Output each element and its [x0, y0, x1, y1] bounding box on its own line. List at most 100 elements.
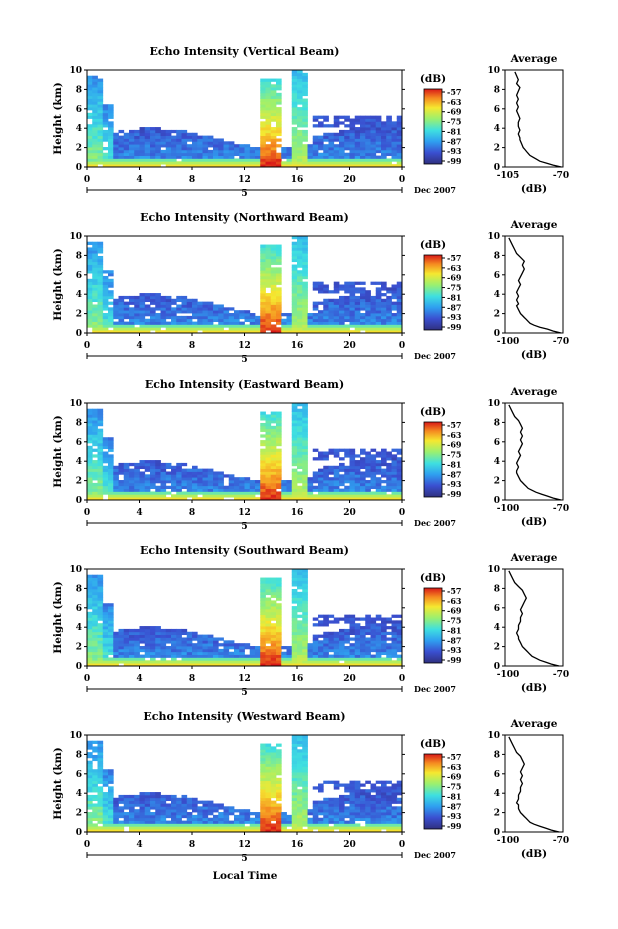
heatmap-cell: [186, 648, 193, 653]
heatmap-cell: [370, 315, 377, 320]
heatmap-cell: [270, 247, 277, 251]
heatmap-cell: [234, 485, 240, 489]
heatmap-cell: [270, 420, 277, 424]
heatmap-cell: [165, 129, 172, 134]
heatmap-cell: [260, 774, 266, 779]
heatmap-cell: [97, 428, 104, 432]
heatmap-cell: [207, 654, 214, 658]
heatmap-cell: [144, 468, 151, 472]
heatmap-cell: [260, 255, 266, 260]
heatmap-cell: [370, 482, 377, 487]
heatmap-cell: [344, 468, 350, 472]
heatmap-cell: [118, 141, 125, 145]
heatmap-cell: [276, 310, 282, 314]
heatmap-cell: [118, 628, 125, 633]
heatmap-field: [87, 403, 403, 501]
heatmap-cell: [181, 477, 188, 481]
heatmap-cell: [270, 164, 277, 168]
heatmap-cell: [123, 631, 130, 636]
heatmap-cell: [344, 812, 350, 816]
heatmap-cell: [307, 657, 314, 661]
heatmap-cell: [123, 640, 130, 644]
heatmap-cell: [108, 482, 114, 487]
heatmap-cell: [176, 797, 182, 802]
x-axis-title: Local Time: [213, 870, 278, 882]
heatmap-cell: [92, 620, 98, 624]
heatmap-cell: [186, 485, 193, 489]
heatmap-cell: [150, 497, 156, 501]
heatmap-field: [87, 569, 403, 667]
heatmap-cell: [270, 485, 277, 489]
heatmap-cell: [386, 477, 392, 481]
heatmap-cell: [197, 474, 203, 478]
heatmap-cell: [165, 794, 172, 799]
heatmap-cell: [97, 663, 104, 667]
heatmap-cell: [192, 144, 198, 148]
heatmap-cell: [370, 313, 377, 317]
heatmap-cell: [92, 826, 98, 830]
heatmap-cell: [297, 161, 303, 165]
heatmap-cell: [92, 577, 98, 581]
heatmap-cell: [129, 646, 135, 650]
heatmap-cell: [176, 298, 182, 303]
heatmap-cell: [302, 457, 308, 461]
heatmap-cell: [102, 800, 109, 804]
heatmap-cell: [97, 420, 104, 424]
heatmap-cell: [129, 471, 135, 475]
heatmap-cell: [260, 471, 266, 475]
heatmap-cell: [381, 806, 387, 810]
heatmap-cell: [365, 640, 371, 644]
heatmap-cell: [171, 663, 177, 667]
heatmap-cell: [265, 310, 272, 314]
heatmap-cell: [192, 809, 198, 813]
heatmap-cell: [176, 643, 182, 647]
heatmap-cell: [223, 488, 230, 492]
heatmap-cell: [176, 321, 182, 325]
heatmap-cell: [302, 109, 308, 114]
heatmap-cell: [349, 152, 356, 156]
heatmap-cell: [365, 144, 371, 148]
heatmap-cell: [160, 657, 167, 661]
heatmap-cell: [87, 414, 93, 418]
heatmap-cell: [270, 293, 277, 297]
heatmap-cell: [92, 411, 98, 415]
heatmap-cell: [150, 465, 156, 470]
heatmap-cell: [260, 104, 266, 108]
heatmap-cell: [365, 135, 371, 139]
heatmap-cell: [155, 814, 161, 819]
heatmap-cell: [102, 637, 109, 641]
heatmap-cell: [207, 809, 214, 813]
heatmap-cell: [260, 814, 266, 819]
heatmap-cell: [108, 270, 114, 274]
heatmap-cell: [223, 651, 230, 655]
heatmap-cell: [97, 104, 104, 108]
heatmap-cell: [260, 141, 266, 145]
heatmap-cell: [181, 149, 188, 154]
heatmap-cell: [270, 474, 277, 478]
heatmap-cell: [249, 321, 256, 325]
heatmap-cell: [223, 315, 230, 320]
heatmap-cell: [87, 124, 93, 128]
heatmap-cell: [186, 806, 193, 810]
heatmap-cell: [339, 783, 345, 787]
heatmap-cell: [270, 812, 277, 816]
heatmap-cell: [276, 620, 282, 624]
y-axis-label: Height (km): [52, 82, 64, 154]
heatmap-cell: [144, 293, 151, 297]
heatmap-cell: [176, 497, 182, 501]
heatmap-cell: [291, 258, 298, 263]
heatmap-cell: [108, 491, 114, 495]
heatmap-cell: [270, 414, 277, 418]
avg-xlabel: (dB): [521, 848, 547, 860]
heatmap-cell: [291, 155, 298, 159]
heatmap-cell: [265, 814, 272, 819]
heatmap-cell: [354, 817, 361, 821]
heatmap-cell: [207, 482, 214, 487]
heatmap-cell: [108, 164, 114, 168]
heatmap-cell: [139, 301, 146, 305]
heatmap-cell: [302, 408, 308, 412]
heatmap-cell: [213, 640, 219, 644]
heatmap-cell: [333, 651, 340, 655]
heatmap-field: [87, 735, 403, 833]
heatmap-cell: [87, 617, 93, 621]
